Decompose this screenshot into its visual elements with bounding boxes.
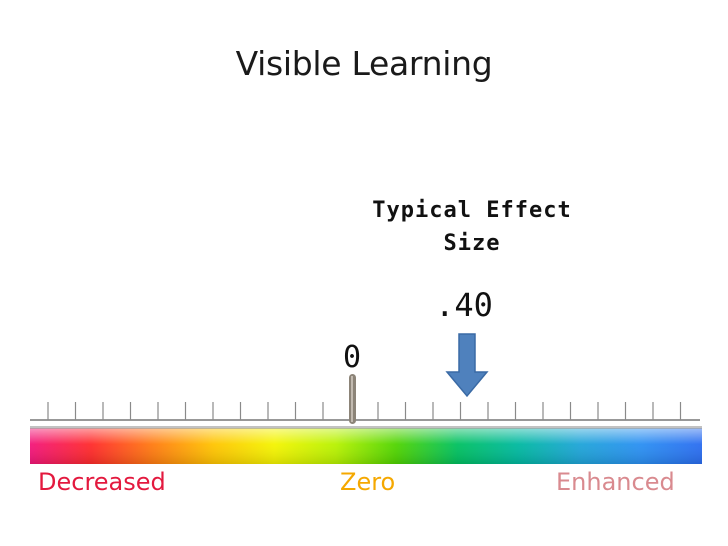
spectrum-shine: [30, 428, 702, 464]
typical-effect-size-label-line1: Typical Effect: [372, 198, 572, 223]
effect-pointer-arrow: [445, 333, 489, 398]
typical-effect-size-label: Typical Effect Size: [352, 194, 592, 260]
spectrum-top-edge: [30, 426, 702, 429]
label-zero: Zero: [340, 468, 396, 496]
ruler: [30, 402, 700, 421]
label-enhanced: Enhanced: [556, 468, 675, 496]
label-decreased: Decreased: [38, 468, 166, 496]
zero-value-label: 0: [342, 340, 362, 375]
zero-marker: [349, 374, 356, 424]
effect-size-value: .40: [435, 286, 493, 324]
typical-effect-size-label-line2: Size: [443, 231, 501, 256]
title: Visible Learning: [235, 44, 493, 83]
